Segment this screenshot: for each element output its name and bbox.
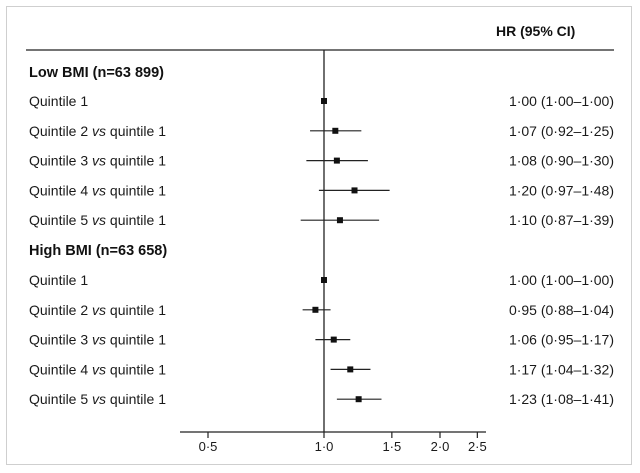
hr-value: 0·95 (0·88–1·04) bbox=[509, 302, 614, 318]
hr-value: 1·07 (0·92–1·25) bbox=[509, 123, 614, 139]
hr-value: 1·20 (0·97–1·48) bbox=[509, 182, 614, 198]
row-label: Quintile 2 vs quintile 1 bbox=[29, 302, 166, 318]
point-estimate bbox=[336, 217, 343, 224]
row-label: Quintile 3 vs quintile 1 bbox=[29, 153, 166, 169]
row-label: Quintile 3 vs quintile 1 bbox=[29, 332, 166, 348]
hr-value: 1·00 (1·00–1·00) bbox=[509, 272, 614, 288]
point-estimate bbox=[321, 98, 327, 104]
x-tick-label: 2·0 bbox=[431, 439, 450, 454]
row-label: Quintile 1 bbox=[29, 93, 88, 109]
row-label: Quintile 1 bbox=[29, 272, 88, 288]
point-estimate bbox=[332, 127, 339, 134]
row-label: Quintile 5 vs quintile 1 bbox=[29, 212, 166, 228]
row-label: Quintile 4 vs quintile 1 bbox=[29, 361, 166, 377]
point-estimate bbox=[321, 277, 327, 283]
point-estimate bbox=[333, 157, 340, 164]
hr-value: 1·10 (0·87–1·39) bbox=[509, 212, 614, 228]
x-tick-label: 2·5 bbox=[468, 439, 487, 454]
group-title: High BMI (n=63 658) bbox=[29, 243, 167, 259]
point-estimate bbox=[312, 306, 319, 313]
column-header: HR (95% CI) bbox=[496, 23, 575, 39]
row-label: Quintile 5 vs quintile 1 bbox=[29, 391, 166, 407]
hr-value: 1·23 (1·08–1·41) bbox=[509, 391, 614, 407]
hr-value: 1·08 (0·90–1·30) bbox=[509, 153, 614, 169]
point-estimate bbox=[347, 366, 354, 373]
row-label: Quintile 4 vs quintile 1 bbox=[29, 182, 166, 198]
point-estimate bbox=[351, 187, 358, 194]
group-title: Low BMI (n=63 899) bbox=[29, 65, 164, 81]
hr-value: 1·17 (1·04–1·32) bbox=[509, 361, 614, 377]
hr-value: 1·06 (0·95–1·17) bbox=[509, 332, 614, 348]
figure-frame bbox=[6, 6, 632, 465]
point-estimate bbox=[355, 396, 362, 403]
row-label: Quintile 2 vs quintile 1 bbox=[29, 123, 166, 139]
x-tick-label: 1·0 bbox=[315, 439, 334, 454]
point-estimate bbox=[330, 336, 337, 343]
x-tick-label: 1·5 bbox=[382, 439, 401, 454]
x-tick-label: 0·5 bbox=[199, 439, 218, 454]
hr-value: 1·00 (1·00–1·00) bbox=[509, 93, 614, 109]
